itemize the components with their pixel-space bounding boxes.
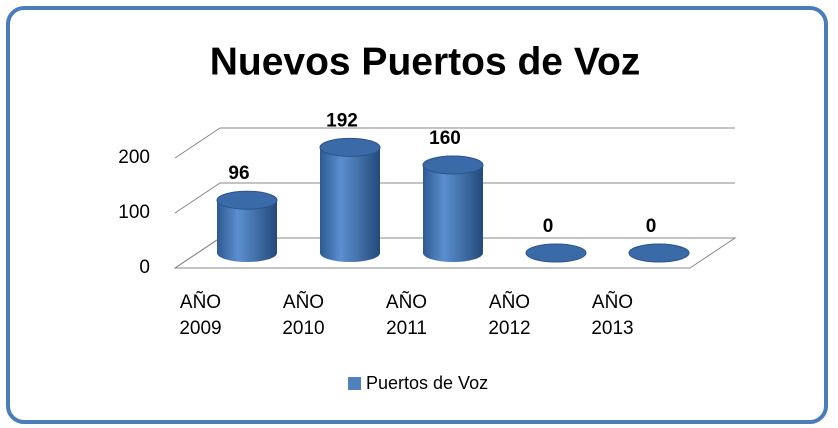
x-tick-label: AÑO 2009 <box>179 292 222 339</box>
x-tick-label: AÑO 2013 <box>591 292 634 339</box>
bar <box>217 200 277 262</box>
bar-top <box>319 137 381 157</box>
bar-top <box>628 243 690 263</box>
bar-top <box>422 155 484 175</box>
data-label: 0 <box>543 216 554 237</box>
bar <box>320 147 380 262</box>
bar <box>423 165 483 262</box>
chart-frame <box>6 6 828 424</box>
data-label: 96 <box>228 163 249 184</box>
bar-top <box>525 243 587 263</box>
x-tick-label: AÑO 2011 <box>385 292 428 339</box>
x-tick-label: AÑO 2012 <box>488 292 531 339</box>
y-tick-label: 200 <box>118 147 150 168</box>
data-label: 0 <box>646 216 657 237</box>
legend-label: Puertos de Voz <box>366 373 488 393</box>
legend-swatch <box>348 377 361 390</box>
x-tick-label: AÑO 2010 <box>282 292 325 339</box>
grid-line <box>174 182 735 214</box>
chart-title: Nuevos Puertos de Voz <box>210 40 641 83</box>
y-tick-label: 0 <box>139 257 150 278</box>
data-label: 160 <box>429 128 461 149</box>
grid-line <box>174 127 735 159</box>
data-label: 192 <box>326 110 358 131</box>
bar-top <box>216 190 278 210</box>
y-tick-label: 100 <box>118 202 150 223</box>
